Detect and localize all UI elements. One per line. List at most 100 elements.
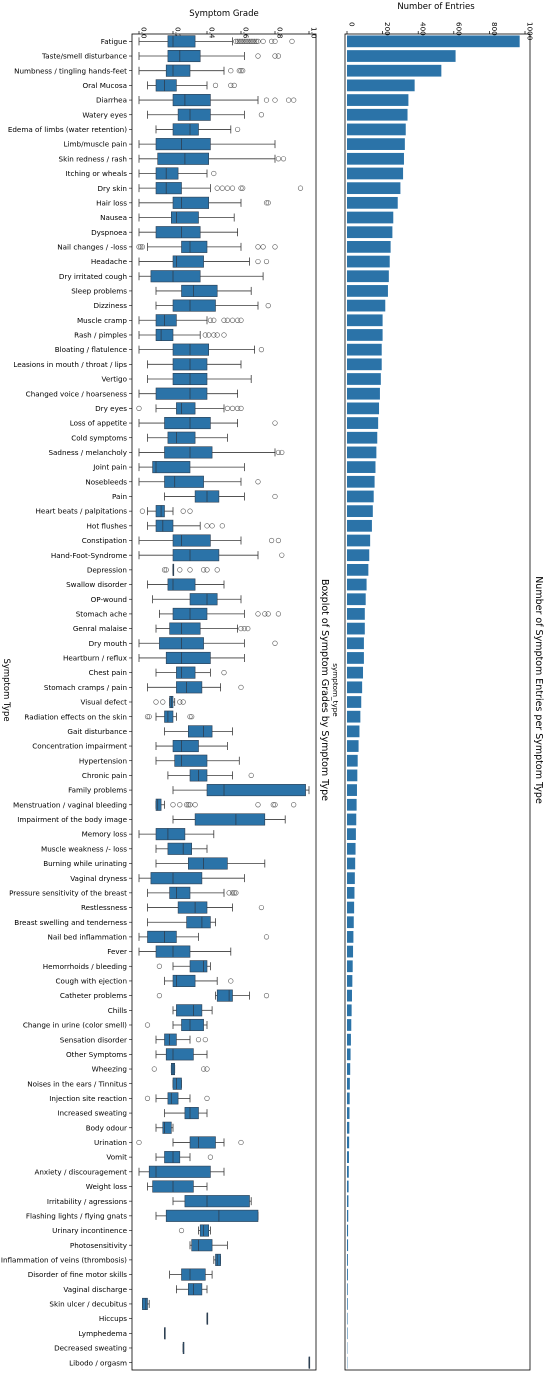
outlier-point — [207, 317, 213, 323]
box-item — [141, 1297, 150, 1310]
box-item — [153, 695, 186, 709]
box-item — [155, 284, 252, 297]
box-item — [138, 328, 227, 341]
box-iqr — [176, 666, 196, 679]
outlier-point — [297, 185, 304, 191]
category-label: Urination — [94, 1138, 127, 1147]
barchart-title: Number of Symptom Entries per Symptom Ty… — [533, 576, 544, 804]
bar — [347, 975, 353, 987]
box-item — [172, 1195, 252, 1208]
box-item — [138, 167, 217, 180]
outlier-point — [229, 317, 236, 323]
box-iqr — [150, 872, 203, 885]
box-iqr — [164, 475, 204, 488]
box-iqr — [186, 916, 211, 929]
outlier-point — [272, 53, 278, 59]
category-label: Cough with ejection — [56, 977, 127, 986]
category-label: Leasions in mouth / throat / lips — [13, 360, 127, 369]
outlier-point — [144, 1095, 151, 1101]
outlier-point — [272, 640, 278, 646]
bar — [347, 1151, 349, 1163]
category-label: Bloating / flatulence — [55, 345, 128, 354]
bar — [347, 1239, 349, 1252]
outlier-point — [275, 449, 282, 456]
box-iqr — [167, 431, 196, 444]
category-label: Visual defect — [81, 698, 128, 707]
bar — [347, 710, 361, 723]
outlier-point — [260, 38, 266, 44]
category-label: Cold symptoms — [71, 433, 127, 442]
bar — [347, 696, 362, 708]
bar — [347, 1048, 351, 1061]
bar — [347, 35, 520, 48]
bar — [347, 593, 366, 606]
bar — [347, 358, 382, 371]
outlier-point — [241, 625, 247, 632]
outlier-point — [229, 890, 236, 896]
outlier-point — [238, 684, 244, 690]
box-item — [147, 431, 228, 444]
outlier-point — [212, 82, 219, 88]
outlier-point — [235, 317, 241, 323]
category-label: Flashing lights / flying gnats — [26, 1211, 127, 1220]
box-item — [155, 1151, 213, 1164]
box-item — [138, 1165, 225, 1178]
box-iqr — [215, 1253, 221, 1266]
box-item — [147, 519, 225, 532]
box-item — [138, 446, 285, 459]
category-label: Lymphedema — [78, 1329, 127, 1338]
category-label: Stomach ache — [76, 610, 128, 619]
x-tick-label: 1.0 — [310, 27, 319, 39]
category-label: Taste/smell disturbance — [41, 52, 128, 61]
outlier-point — [235, 405, 241, 411]
outlier-point — [228, 978, 234, 984]
box-item — [138, 828, 215, 841]
bar — [347, 1195, 349, 1208]
box-item — [147, 901, 265, 914]
category-label: Dry skin — [98, 184, 128, 193]
category-label: Skin ulcer / decubitus — [49, 1300, 127, 1309]
bar — [347, 123, 406, 136]
category-label: Libodo / orgasm — [69, 1358, 127, 1367]
bar — [347, 608, 365, 620]
bar — [347, 402, 380, 415]
box-iqr — [188, 1283, 203, 1296]
outlier-point — [209, 523, 215, 529]
box-iqr — [167, 35, 196, 48]
category-label: Nail changes / -loss — [57, 242, 127, 251]
box-item — [189, 1239, 228, 1252]
category-label: Dry irritated cough — [59, 272, 127, 281]
category-label: Burning while urinating — [43, 859, 127, 868]
outlier-point — [214, 567, 220, 573]
outlier-point — [243, 38, 249, 44]
box-iqr — [147, 930, 177, 943]
category-label: Hair loss — [96, 198, 127, 207]
bar-x-tick-label: 0 — [348, 22, 357, 27]
box-item — [136, 1136, 244, 1149]
box-iqr — [169, 886, 191, 899]
bar-x-tick-label: 200 — [383, 22, 392, 36]
box-iqr — [155, 314, 177, 327]
outlier-point — [238, 68, 244, 74]
category-label: Limb/muscle pain — [64, 140, 127, 149]
box-iqr — [188, 857, 228, 870]
box-item — [138, 94, 297, 107]
outlier-point — [221, 317, 227, 323]
box-item — [138, 182, 304, 195]
box-item — [147, 578, 225, 591]
box-iqr — [165, 1048, 194, 1061]
bar — [347, 270, 389, 283]
category-label: Joint pain — [92, 463, 127, 472]
box-iqr — [155, 798, 162, 811]
bar — [347, 769, 358, 782]
box-item — [151, 1063, 210, 1076]
category-label: Watery eyes — [82, 110, 127, 119]
bar-x-tick-label: 600 — [454, 22, 463, 36]
outlier-point — [226, 890, 232, 896]
box-item — [182, 1341, 185, 1355]
outlier-point — [214, 185, 220, 191]
outlier-point — [180, 508, 186, 514]
boxplot-title: Boxplot of Symptom Grades by Symptom Typ… — [319, 579, 330, 801]
outlier-point — [184, 802, 190, 808]
box-item — [164, 725, 233, 738]
